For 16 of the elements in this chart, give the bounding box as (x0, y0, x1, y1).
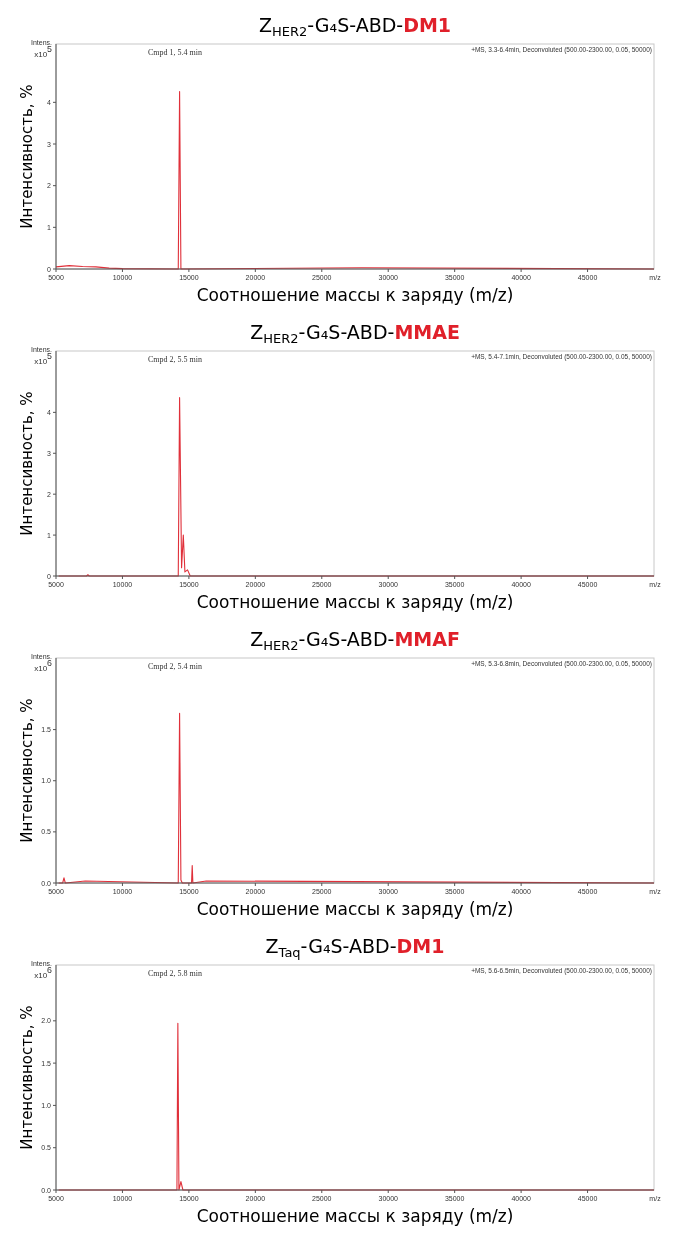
annotation: Cmpd 2, 5.4 min (148, 662, 203, 671)
x-axis-title: Соотношение массы к заряду (m/z) (196, 592, 514, 612)
x-axis-title: Соотношение массы к заряду (m/z) (196, 899, 514, 919)
chart-title: Z$_{HER2}$-G₄S-ABD-DM1 (258, 14, 452, 39)
y-axis-title: Интенсивность, % (18, 391, 36, 536)
annotation: Cmpd 2, 5.5 min (148, 355, 203, 364)
y-axis-title: Интенсивность, % (18, 84, 36, 229)
y-axis-title: Интенсивность, % (18, 1005, 36, 1150)
y-axis-title: Интенсивность, % (18, 698, 36, 843)
x-axis-title: Соотношение массы к заряду (m/z) (196, 1206, 514, 1226)
chart-title: Z$_{HER2}$-G₄S-ABD-MMAE (250, 321, 460, 346)
chart-title: Z$_{Taq}$-G₄S-ABD-DM1 (265, 935, 445, 960)
annotation: Cmpd 2, 5.8 min (148, 969, 203, 978)
x-axis-title: Соотношение массы к заряду (m/z) (196, 285, 514, 305)
annotation: Cmpd 1, 5.4 min (148, 48, 203, 57)
chart-title: Z$_{HER2}$-G₄S-ABD-MMAF (250, 628, 460, 653)
